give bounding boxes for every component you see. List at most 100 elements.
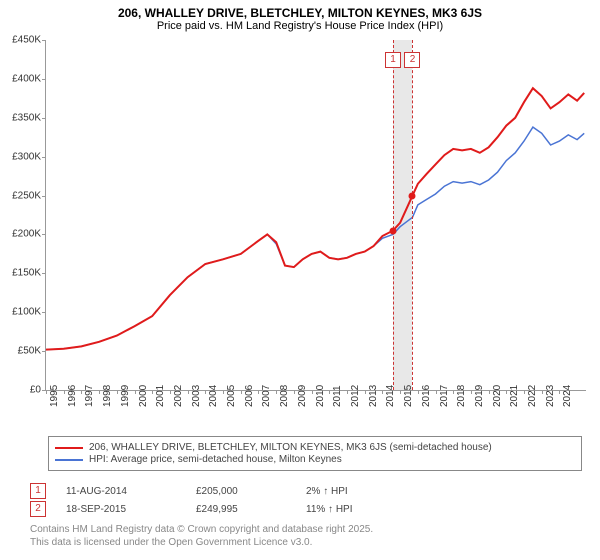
x-tick xyxy=(559,390,560,394)
legend-swatch xyxy=(55,447,83,449)
sale-marker-label: 1 xyxy=(30,483,46,499)
sale-row: 218-SEP-2015£249,99511% ↑ HPI xyxy=(30,500,426,518)
y-tick-label: £250K xyxy=(1,190,41,201)
x-tick-label: 2008 xyxy=(279,385,290,407)
x-tick xyxy=(329,390,330,394)
x-tick-label: 2023 xyxy=(545,385,556,407)
y-tick xyxy=(42,118,46,119)
x-tick xyxy=(489,390,490,394)
x-tick-label: 1998 xyxy=(102,385,113,407)
sale-date: 11-AUG-2014 xyxy=(66,486,196,497)
legend: 206, WHALLEY DRIVE, BLETCHLEY, MILTON KE… xyxy=(48,436,582,471)
x-tick xyxy=(117,390,118,394)
legend-label: HPI: Average price, semi-detached house,… xyxy=(89,454,342,465)
sale-marker-label: 1 xyxy=(385,52,401,68)
x-tick-label: 2003 xyxy=(191,385,202,407)
x-tick xyxy=(436,390,437,394)
sale-marker-label: 2 xyxy=(404,52,420,68)
x-tick-label: 2012 xyxy=(350,385,361,407)
x-tick xyxy=(258,390,259,394)
y-tick-label: £400K xyxy=(1,73,41,84)
y-tick xyxy=(42,273,46,274)
x-tick-label: 2001 xyxy=(155,385,166,407)
x-tick xyxy=(365,390,366,394)
sale-price: £205,000 xyxy=(196,486,306,497)
sale-marker-label: 2 xyxy=(30,501,46,517)
x-tick xyxy=(506,390,507,394)
x-tick-label: 2019 xyxy=(474,385,485,407)
y-tick xyxy=(42,196,46,197)
x-tick xyxy=(347,390,348,394)
y-tick-label: £350K xyxy=(1,112,41,123)
x-tick-label: 2024 xyxy=(562,385,573,407)
y-tick xyxy=(42,351,46,352)
y-tick xyxy=(42,312,46,313)
sale-marker-line xyxy=(393,40,394,390)
chart-subtitle: Price paid vs. HM Land Registry's House … xyxy=(0,20,600,34)
x-tick-label: 2016 xyxy=(421,385,432,407)
x-tick xyxy=(205,390,206,394)
x-tick xyxy=(418,390,419,394)
x-tick xyxy=(400,390,401,394)
x-tick-label: 2018 xyxy=(456,385,467,407)
x-tick-label: 2009 xyxy=(297,385,308,407)
x-tick xyxy=(223,390,224,394)
y-tick xyxy=(42,157,46,158)
x-tick-label: 1997 xyxy=(84,385,95,407)
sale-date: 18-SEP-2015 xyxy=(66,504,196,515)
legend-label: 206, WHALLEY DRIVE, BLETCHLEY, MILTON KE… xyxy=(89,442,492,453)
x-tick xyxy=(542,390,543,394)
y-tick-label: £450K xyxy=(1,35,41,46)
sale-marker-line xyxy=(412,40,413,390)
x-tick xyxy=(312,390,313,394)
x-tick-label: 2005 xyxy=(226,385,237,407)
footer-line: This data is licensed under the Open Gov… xyxy=(30,537,373,550)
chart-area: £0£50K£100K£150K£200K£250K£300K£350K£400… xyxy=(45,40,585,420)
x-tick-label: 2004 xyxy=(208,385,219,407)
x-tick-label: 2013 xyxy=(368,385,379,407)
series-property xyxy=(46,88,584,349)
x-tick xyxy=(241,390,242,394)
y-tick-label: £300K xyxy=(1,151,41,162)
x-tick-label: 2007 xyxy=(261,385,272,407)
x-tick xyxy=(99,390,100,394)
y-tick-label: £200K xyxy=(1,229,41,240)
x-tick xyxy=(46,390,47,394)
x-tick xyxy=(81,390,82,394)
x-tick xyxy=(135,390,136,394)
chart-container: 206, WHALLEY DRIVE, BLETCHLEY, MILTON KE… xyxy=(0,0,600,560)
x-tick-label: 2000 xyxy=(138,385,149,407)
sale-marker-dot xyxy=(390,227,397,234)
x-tick xyxy=(188,390,189,394)
x-tick-label: 2011 xyxy=(332,385,343,407)
x-tick xyxy=(382,390,383,394)
y-tick-label: £0 xyxy=(1,385,41,396)
y-tick xyxy=(42,79,46,80)
x-tick-label: 2020 xyxy=(492,385,503,407)
x-tick-label: 2006 xyxy=(244,385,255,407)
x-tick xyxy=(471,390,472,394)
plot: £0£50K£100K£150K£200K£250K£300K£350K£400… xyxy=(45,40,586,391)
legend-row: 206, WHALLEY DRIVE, BLETCHLEY, MILTON KE… xyxy=(55,442,575,453)
sale-price: £249,995 xyxy=(196,504,306,515)
x-tick-label: 2021 xyxy=(509,385,520,407)
x-tick-label: 2002 xyxy=(173,385,184,407)
sale-marker-dot xyxy=(409,192,416,199)
legend-swatch xyxy=(55,459,83,461)
x-tick xyxy=(276,390,277,394)
sale-delta: 2% ↑ HPI xyxy=(306,486,426,497)
x-tick xyxy=(170,390,171,394)
x-tick-label: 1995 xyxy=(49,385,60,407)
x-tick-label: 2022 xyxy=(527,385,538,407)
x-tick xyxy=(524,390,525,394)
y-tick-label: £150K xyxy=(1,268,41,279)
y-tick xyxy=(42,40,46,41)
x-tick xyxy=(294,390,295,394)
x-tick-label: 1999 xyxy=(120,385,131,407)
y-tick xyxy=(42,234,46,235)
sales-table: 1 11-AUG-2014£205,0002% ↑ HPI 2 18-SEP-2015… xyxy=(30,482,426,518)
x-tick-label: 2010 xyxy=(315,385,326,407)
y-tick-label: £100K xyxy=(1,307,41,318)
y-tick-label: £50K xyxy=(1,346,41,357)
sale-row: 1 11-AUG-2014£205,0002% ↑ HPI xyxy=(30,482,426,500)
